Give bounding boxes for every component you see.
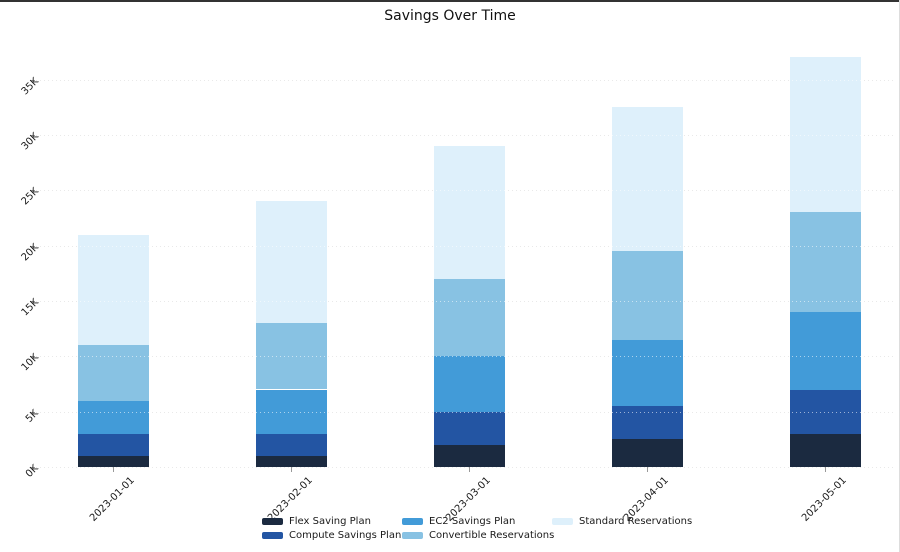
y-axis-tick: [30, 79, 35, 81]
legend-item: Standard Reservations: [552, 515, 692, 527]
bar-segment: [433, 444, 505, 467]
legend-item: Flex Saving Plan: [262, 515, 371, 527]
x-axis-tick: [291, 467, 292, 472]
bar-segment: [77, 400, 149, 434]
x-axis-tick: [469, 467, 470, 472]
legend-swatch: [262, 531, 283, 539]
y-axis-tick: [30, 134, 35, 136]
x-axis-tick: [113, 467, 114, 472]
gridline-overlay: [36, 245, 896, 247]
bar-segment: [611, 251, 683, 340]
x-axis-tick: [647, 467, 648, 472]
bar-segment: [611, 439, 683, 467]
gridline-overlay: [36, 79, 896, 81]
bar-segment: [255, 323, 327, 390]
legend-swatch: [552, 517, 573, 525]
y-axis-tick: [30, 245, 35, 247]
legend-label: Standard Reservations: [579, 515, 693, 527]
legend-label: Convertible Reservations: [429, 529, 555, 541]
chart-legend: Flex Saving Plan Compute Savings Plan EC2 …: [0, 510, 900, 550]
gridline-overlay: [36, 190, 896, 192]
y-axis-tick-label: 5K: [23, 407, 41, 425]
gridline-overlay: [36, 134, 896, 136]
bar-segment: [255, 433, 327, 456]
y-axis-tick-label: 0K: [23, 463, 41, 480]
bar-segment: [255, 201, 327, 324]
legend-label: Compute Savings Plan: [289, 529, 402, 541]
bar-segment: [611, 406, 683, 440]
bar-segment: [433, 145, 505, 279]
bar-segment: [789, 433, 861, 467]
bar-segment: [77, 234, 149, 346]
bar-segment: [433, 411, 505, 445]
bar-segment: [433, 278, 505, 357]
gridline-overlay: [36, 300, 896, 302]
legend-label: Flex Saving Plan: [289, 515, 371, 527]
chart-title: Savings Over Time: [384, 8, 516, 24]
bar-segment: [433, 356, 505, 412]
y-axis-tick: [30, 300, 35, 302]
gridline-overlay: [36, 356, 896, 358]
y-axis-tick: [30, 467, 35, 468]
bar-segment: [789, 312, 861, 390]
bar-segment: [77, 455, 149, 467]
bar-segment: [611, 107, 683, 252]
gridline-overlay: [36, 411, 896, 413]
legend-item: Convertible Reservations: [402, 529, 554, 541]
legend-swatch: [402, 531, 423, 539]
x-axis-tick: [825, 467, 826, 472]
legend-swatch: [402, 517, 423, 525]
legend-swatch: [262, 517, 283, 525]
bar-segment: [789, 212, 861, 312]
bar-segment: [77, 433, 149, 456]
y-axis-tick: [30, 356, 35, 358]
y-axis-tick: [30, 411, 35, 413]
y-axis-tick: [30, 190, 35, 192]
legend-item: Compute Savings Plan: [262, 529, 401, 541]
window-top-edge: [0, 0, 900, 2]
legend-label: EC2 Savings Plan: [429, 515, 516, 527]
legend-item: EC2 Savings Plan: [402, 515, 515, 527]
bar-segment: [611, 339, 683, 407]
bar-segment: [77, 345, 149, 401]
gridline-overlay: [36, 467, 896, 468]
bar-segment: [255, 455, 327, 467]
